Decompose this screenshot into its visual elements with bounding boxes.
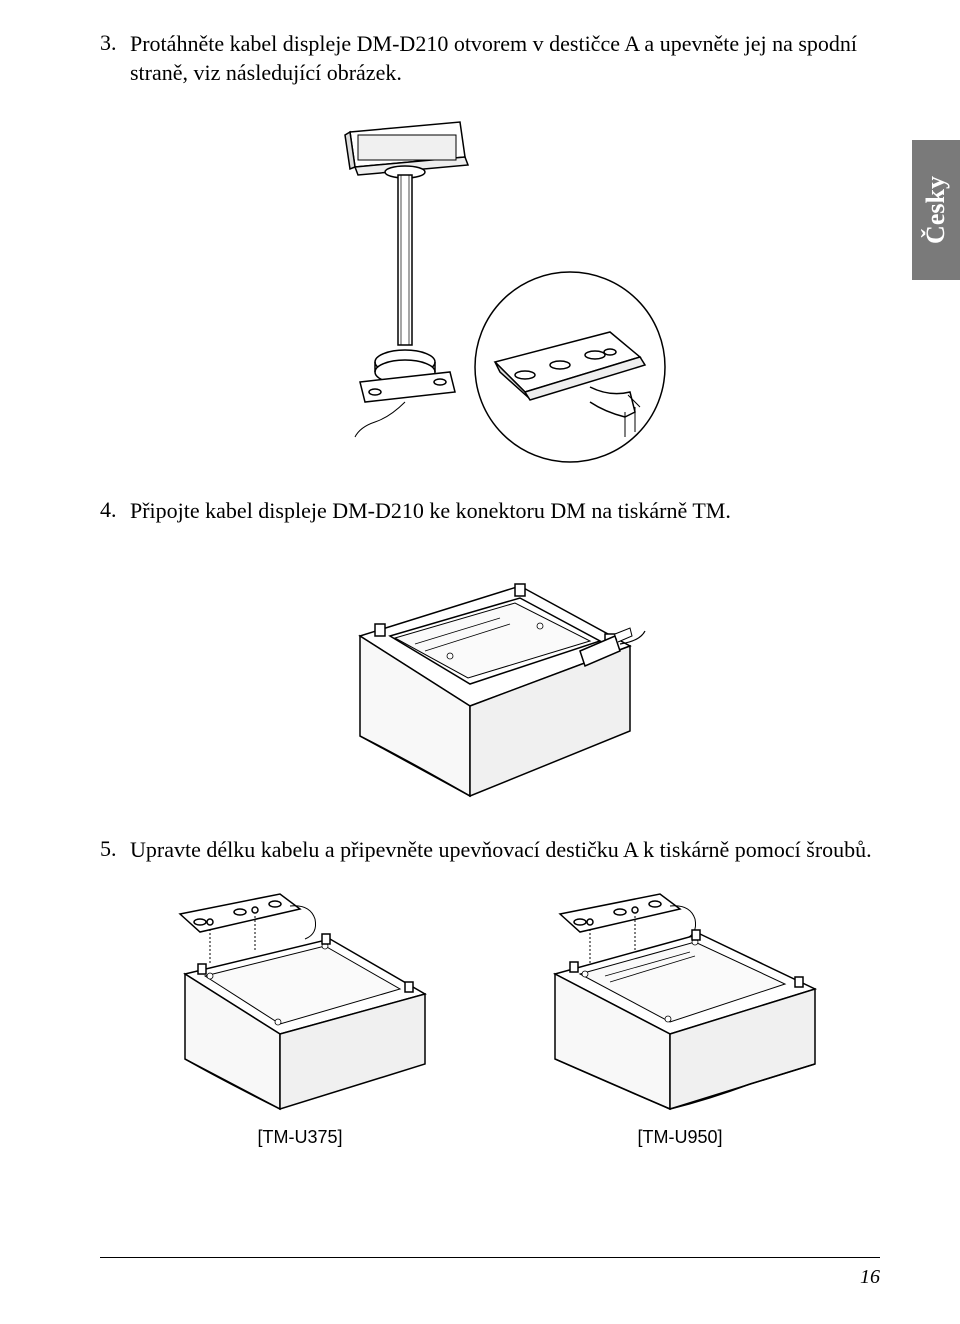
step-number: 3. [100, 30, 130, 87]
figure-step-4 [100, 556, 880, 806]
step-text: Upravte délku kabelu a připevněte upevňo… [130, 836, 872, 865]
illustration-tm-u375 [150, 884, 450, 1114]
step-4: 4. Připojte kabel displeje DM-D210 ke ko… [100, 497, 880, 526]
page-footer: 16 [100, 1257, 880, 1289]
figure-step-3 [100, 117, 880, 467]
step-5: 5. Upravte délku kabelu a připevněte upe… [100, 836, 880, 865]
illustration-display-cable [300, 117, 680, 467]
language-tab: Česky [912, 140, 960, 280]
step-text: Protáhněte kabel displeje DM-D210 otvore… [130, 30, 880, 87]
language-tab-text: Česky [921, 176, 951, 244]
figure-left-wrapper: [TM-U375] [150, 884, 450, 1148]
step-3: 3. Protáhněte kabel displeje DM-D210 otv… [100, 30, 880, 87]
step-number: 5. [100, 836, 130, 865]
step-number: 4. [100, 497, 130, 526]
page-number: 16 [860, 1266, 880, 1289]
figure-caption-right: [TM-U950] [530, 1127, 830, 1148]
figure-step-5: [TM-U375] [100, 884, 880, 1148]
figure-caption-left: [TM-U375] [150, 1127, 450, 1148]
illustration-tm-u950 [530, 884, 830, 1114]
figure-right-wrapper: [TM-U950] [530, 884, 830, 1148]
illustration-printer-connector [320, 556, 660, 806]
step-text: Připojte kabel displeje DM-D210 ke konek… [130, 497, 731, 526]
